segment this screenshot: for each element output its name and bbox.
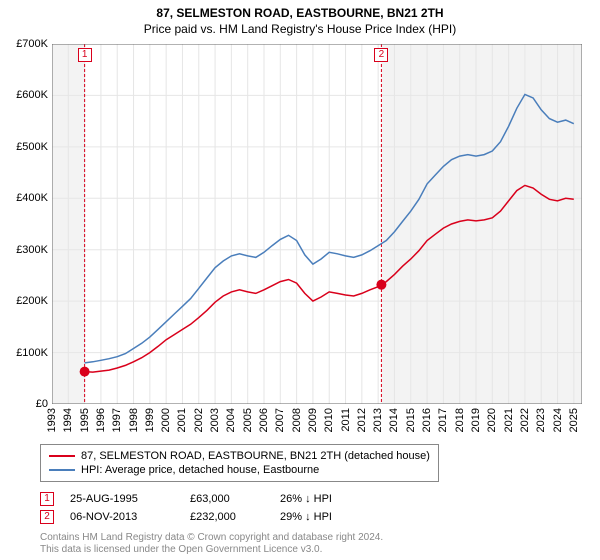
x-tick-label: 2025 <box>568 408 580 432</box>
sale-date: 06-NOV-2013 <box>70 511 190 523</box>
footer-line1: Contains HM Land Registry data © Crown c… <box>40 532 383 544</box>
sale-row: 2 06-NOV-2013£232,00029% ↓ HPI <box>40 508 390 526</box>
sales-table: 1 25-AUG-1995£63,00026% ↓ HPI 2 06-NOV-2013… <box>40 490 390 526</box>
sale-marker: 1 <box>40 492 54 506</box>
chart-marker-flag: 1 <box>78 48 92 62</box>
x-tick-label: 2008 <box>291 408 303 432</box>
x-tick-label: 1995 <box>79 408 91 432</box>
legend-label: 87, SELMESTON ROAD, EASTBOURNE, BN21 2TH… <box>81 450 430 462</box>
x-tick-label: 2005 <box>242 408 254 432</box>
x-tick-label: 2001 <box>176 408 188 432</box>
legend-label: HPI: Average price, detached house, East… <box>81 464 319 476</box>
y-tick-label: £300K <box>16 244 48 256</box>
x-tick-label: 2014 <box>388 408 400 432</box>
x-tick-label: 1998 <box>128 408 140 432</box>
sale-date: 25-AUG-1995 <box>70 493 190 505</box>
y-tick-label: £500K <box>16 141 48 153</box>
x-tick-label: 2018 <box>454 408 466 432</box>
x-tick-label: 2015 <box>405 408 417 432</box>
x-tick-label: 2022 <box>519 408 531 432</box>
x-tick-label: 2010 <box>323 408 335 432</box>
legend-item: HPI: Average price, detached house, East… <box>49 463 430 477</box>
x-tick-label: 2002 <box>193 408 205 432</box>
x-tick-label: 2007 <box>274 408 286 432</box>
x-tick-label: 2017 <box>437 408 449 432</box>
chart-plot-area: £0£100K£200K£300K£400K£500K£600K£700K 12 <box>52 44 582 404</box>
x-tick-label: 1996 <box>95 408 107 432</box>
x-tick-label: 1993 <box>46 408 58 432</box>
sale-pct: 29% ↓ HPI <box>280 511 390 523</box>
legend-swatch <box>49 455 75 457</box>
x-tick-label: 2011 <box>340 408 352 432</box>
sale-pct: 26% ↓ HPI <box>280 493 390 505</box>
x-tick-label: 2004 <box>225 408 237 432</box>
chart-footer: Contains HM Land Registry data © Crown c… <box>40 532 383 556</box>
chart-marker-flag: 2 <box>374 48 388 62</box>
chart-legend: 87, SELMESTON ROAD, EASTBOURNE, BN21 2TH… <box>40 444 439 482</box>
x-tick-label: 2006 <box>258 408 270 432</box>
x-tick-label: 2023 <box>535 408 547 432</box>
legend-item: 87, SELMESTON ROAD, EASTBOURNE, BN21 2TH… <box>49 449 430 463</box>
x-tick-label: 2019 <box>470 408 482 432</box>
x-tick-label: 1994 <box>62 408 74 432</box>
x-tick-label: 2009 <box>307 408 319 432</box>
x-tick-label: 2003 <box>209 408 221 432</box>
x-tick-label: 2013 <box>372 408 384 432</box>
x-tick-label: 2020 <box>486 408 498 432</box>
x-tick-label: 2016 <box>421 408 433 432</box>
x-tick-label: 1997 <box>111 408 123 432</box>
footer-line2: This data is licensed under the Open Gov… <box>40 544 383 556</box>
chart-title: 87, SELMESTON ROAD, EASTBOURNE, BN21 2TH <box>0 0 600 20</box>
chart-svg <box>52 44 582 404</box>
legend-swatch <box>49 469 75 471</box>
sale-marker: 2 <box>40 510 54 524</box>
sale-price: £63,000 <box>190 493 280 505</box>
y-tick-label: £100K <box>16 347 48 359</box>
y-tick-label: £400K <box>16 192 48 204</box>
x-tick-label: 2012 <box>356 408 368 432</box>
y-tick-label: £200K <box>16 295 48 307</box>
x-tick-label: 2021 <box>503 408 515 432</box>
sale-row: 1 25-AUG-1995£63,00026% ↓ HPI <box>40 490 390 508</box>
x-tick-label: 1999 <box>144 408 156 432</box>
chart-subtitle: Price paid vs. HM Land Registry's House … <box>0 20 600 40</box>
y-tick-label: £700K <box>16 38 48 50</box>
y-tick-label: £600K <box>16 89 48 101</box>
x-tick-label: 2000 <box>160 408 172 432</box>
x-tick-label: 2024 <box>552 408 564 432</box>
x-axis-ticks: 1993199419951996199719981999200020012002… <box>52 404 582 440</box>
sale-price: £232,000 <box>190 511 280 523</box>
